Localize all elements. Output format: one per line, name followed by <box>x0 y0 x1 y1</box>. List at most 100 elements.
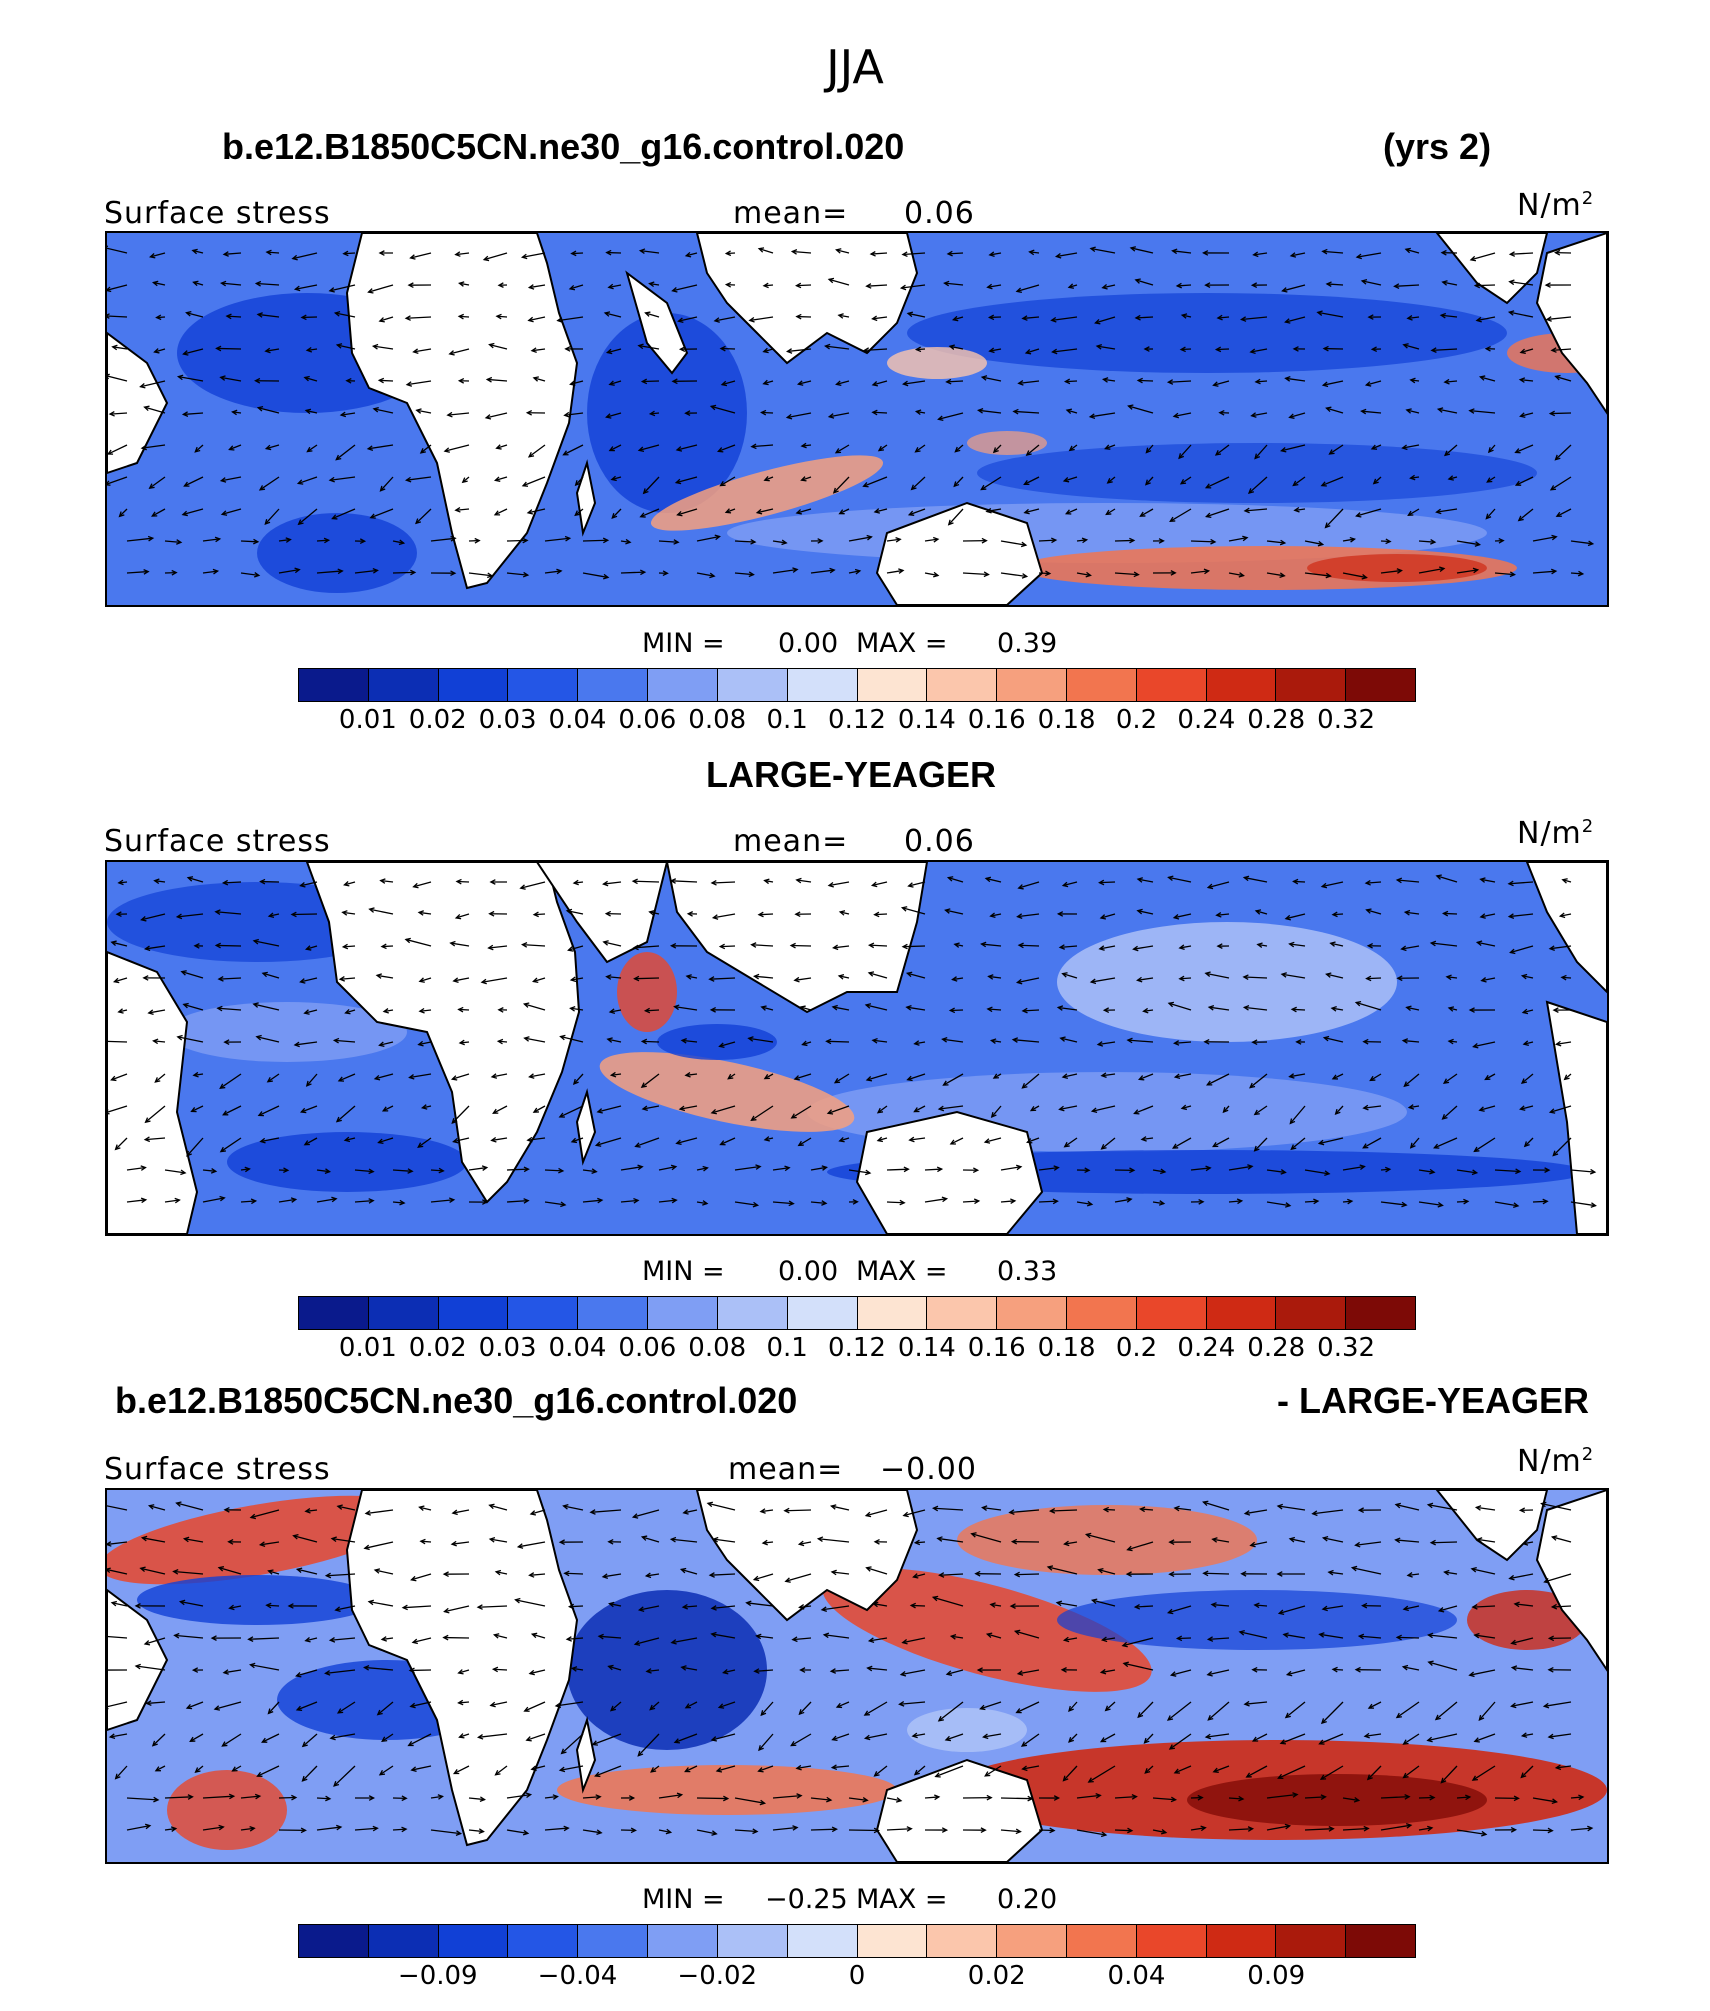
wind-vector-head <box>1445 974 1452 981</box>
wind-vector-head <box>221 879 229 886</box>
wind-vector <box>1524 1137 1534 1147</box>
wind-vector-head <box>1016 913 1023 919</box>
wind-vector-head <box>1097 1567 1104 1574</box>
wind-vector <box>572 1667 584 1671</box>
wind-vector <box>874 508 888 513</box>
wind-vector-head <box>1240 316 1247 322</box>
wind-vector <box>609 444 622 452</box>
wind-vector <box>832 1006 850 1011</box>
wind-vector <box>110 1733 128 1738</box>
wind-vector <box>839 508 850 515</box>
wind-vector <box>1456 1169 1477 1174</box>
wind-vector <box>411 1573 432 1581</box>
wind-vector-head <box>763 1074 770 1080</box>
wind-vector-head <box>649 1704 656 1711</box>
wind-vector-head <box>1324 522 1331 529</box>
wind-vector <box>1436 875 1458 883</box>
wind-vector-head <box>495 444 502 450</box>
wind-vector-head <box>1442 1078 1450 1084</box>
wind-vector-head <box>1059 1036 1066 1042</box>
wind-vector-head <box>1050 537 1058 544</box>
wind-vector-head <box>107 1109 110 1115</box>
wind-vector <box>1403 1765 1420 1779</box>
wind-vector-head <box>1143 1737 1150 1744</box>
wind-vector-head <box>147 1009 154 1016</box>
wind-vector <box>1472 1605 1496 1608</box>
wind-vector <box>1000 1166 1022 1171</box>
wind-vector <box>939 1105 964 1110</box>
wind-vector-head <box>873 1771 880 1777</box>
wind-vector-head <box>1139 511 1146 517</box>
wind-vector-head <box>264 519 271 526</box>
wind-vector-head <box>256 405 264 412</box>
wind-vector-head <box>1359 1164 1366 1170</box>
wind-vector-head <box>611 512 618 519</box>
wind-vector-head <box>931 1595 939 1602</box>
wind-vector-head <box>222 1669 229 1675</box>
wind-vector-head <box>140 1165 147 1171</box>
wind-vector-head <box>219 1083 226 1090</box>
wind-vector-head <box>333 311 341 317</box>
wind-vector-head <box>838 509 845 515</box>
wind-vector-head <box>522 571 530 578</box>
wind-vector-head <box>563 1570 570 1577</box>
wind-vector <box>266 444 280 450</box>
wind-vector-head <box>1284 914 1291 921</box>
wind-vector <box>570 380 584 385</box>
wind-vector-head <box>1319 1774 1327 1780</box>
wind-vector <box>1342 572 1367 579</box>
wind-vector-head <box>217 976 224 982</box>
wind-vector <box>1550 1105 1572 1113</box>
wind-vector <box>1019 944 1040 947</box>
wind-vector <box>886 538 901 542</box>
wind-vector-head <box>452 977 459 983</box>
wind-vector <box>420 1540 432 1543</box>
wind-vector <box>1364 1733 1382 1737</box>
wind-vector <box>335 1605 356 1611</box>
wind-vector-head <box>1100 1636 1108 1643</box>
wind-vector-head <box>702 1165 709 1172</box>
wind-vector-head <box>1020 541 1028 548</box>
wind-vector <box>1323 1537 1344 1543</box>
wind-vector-head <box>1068 1736 1075 1743</box>
wind-vector-head <box>1355 512 1362 518</box>
wind-vector-head <box>1252 251 1259 258</box>
wind-vector-head <box>1328 1826 1335 1832</box>
wind-vector-head <box>379 878 386 884</box>
wind-vector-head <box>1121 1641 1128 1648</box>
wind-vector <box>1026 444 1040 456</box>
wind-vector-head <box>831 1826 839 1833</box>
wind-vector <box>1532 1829 1553 1832</box>
wind-vector <box>952 977 964 981</box>
wind-vector-head <box>1545 316 1552 322</box>
wind-vector-head <box>970 1532 977 1538</box>
wind-vector-head <box>1292 480 1299 487</box>
wind-vector-head <box>981 1505 988 1511</box>
wind-vector-head <box>1362 1038 1369 1045</box>
wind-vector-head <box>1471 1775 1478 1781</box>
wind-vector <box>260 1137 280 1143</box>
wind-vector <box>937 1537 964 1543</box>
wind-vector <box>886 1168 909 1171</box>
wind-vector <box>458 1701 470 1704</box>
wind-vector-head <box>328 287 335 293</box>
wind-vector-head <box>1099 914 1107 920</box>
wind-vector-head <box>750 1115 757 1122</box>
wind-vector-head <box>267 912 275 919</box>
wind-vector <box>787 412 812 419</box>
wind-vector <box>485 412 508 419</box>
wind-vector-head <box>1171 1143 1179 1149</box>
colorbar-tick-label: 0.14 <box>897 1333 956 1363</box>
colorbar-tick-label: 0.18 <box>1037 1333 1096 1363</box>
wind-vector <box>874 1765 888 1777</box>
wind-vector-head <box>418 1007 425 1014</box>
wind-vector <box>174 1634 204 1639</box>
wind-vector <box>217 1007 242 1011</box>
wind-vector-head <box>1284 1202 1292 1208</box>
wind-vector-head <box>1370 444 1378 450</box>
wind-vector <box>146 1701 166 1705</box>
wind-vector-head <box>1509 571 1516 578</box>
wind-vector-head <box>369 513 376 519</box>
wind-vector <box>609 1603 622 1607</box>
wind-vector-head <box>628 1795 636 1801</box>
